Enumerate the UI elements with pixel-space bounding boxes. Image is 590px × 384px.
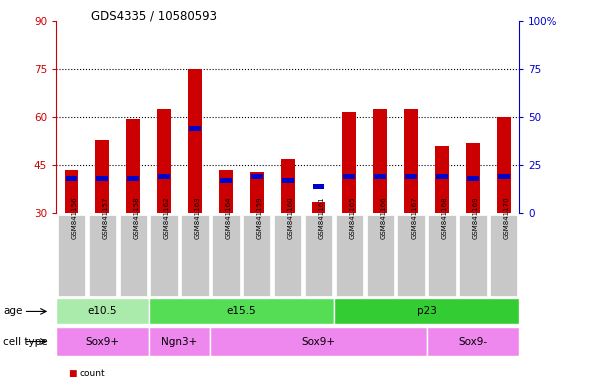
Text: GSM841159: GSM841159 bbox=[257, 197, 263, 239]
Text: GSM841165: GSM841165 bbox=[349, 197, 355, 239]
Text: GSM841167: GSM841167 bbox=[411, 197, 417, 240]
Bar bbox=[64, 170, 78, 213]
Bar bbox=[127, 176, 139, 181]
Bar bbox=[250, 172, 264, 213]
Text: Ngn3+: Ngn3+ bbox=[162, 336, 198, 347]
Bar bbox=[435, 146, 449, 213]
Bar bbox=[158, 174, 170, 179]
Bar bbox=[497, 117, 511, 213]
Bar bbox=[157, 109, 171, 213]
Bar bbox=[374, 174, 386, 179]
Text: GSM841160: GSM841160 bbox=[288, 197, 294, 240]
Bar bbox=[467, 176, 479, 181]
Text: GSM841158: GSM841158 bbox=[133, 197, 139, 239]
Text: cell type: cell type bbox=[3, 336, 48, 347]
Bar bbox=[188, 69, 202, 213]
Bar bbox=[219, 170, 233, 213]
Text: GSM841169: GSM841169 bbox=[473, 197, 479, 240]
Text: e15.5: e15.5 bbox=[227, 306, 256, 316]
Text: count: count bbox=[80, 369, 105, 378]
Text: GSM841166: GSM841166 bbox=[380, 197, 386, 240]
Bar bbox=[343, 174, 355, 179]
Text: GSM841164: GSM841164 bbox=[226, 197, 232, 239]
Text: GSM841156: GSM841156 bbox=[71, 197, 77, 239]
Bar bbox=[126, 119, 140, 213]
Text: p23: p23 bbox=[417, 306, 437, 316]
Text: GSM841162: GSM841162 bbox=[164, 197, 170, 239]
Text: GSM841170: GSM841170 bbox=[504, 197, 510, 240]
Bar bbox=[404, 109, 418, 213]
Text: GSM841163: GSM841163 bbox=[195, 197, 201, 240]
Text: GDS4335 / 10580593: GDS4335 / 10580593 bbox=[91, 10, 218, 23]
Bar bbox=[342, 112, 356, 213]
Bar bbox=[281, 178, 294, 183]
Bar bbox=[466, 143, 480, 213]
Bar bbox=[405, 174, 417, 179]
Text: Sox9+: Sox9+ bbox=[86, 336, 119, 347]
Text: ■: ■ bbox=[68, 369, 76, 378]
Bar bbox=[436, 174, 448, 179]
Text: Sox9+: Sox9+ bbox=[301, 336, 336, 347]
Bar bbox=[498, 174, 510, 179]
Bar bbox=[251, 174, 263, 179]
Text: GSM841157: GSM841157 bbox=[103, 197, 109, 239]
Bar bbox=[312, 202, 326, 213]
Bar bbox=[96, 139, 109, 213]
Bar bbox=[220, 178, 232, 183]
Text: Sox9-: Sox9- bbox=[458, 336, 487, 347]
Bar bbox=[373, 109, 387, 213]
Text: e10.5: e10.5 bbox=[87, 306, 117, 316]
Text: age: age bbox=[3, 306, 22, 316]
Text: GSM841161: GSM841161 bbox=[319, 197, 324, 240]
Text: GSM841168: GSM841168 bbox=[442, 197, 448, 240]
Bar bbox=[65, 176, 77, 181]
Bar bbox=[189, 126, 201, 131]
Bar bbox=[313, 184, 324, 189]
Bar bbox=[96, 176, 109, 181]
Bar bbox=[281, 159, 294, 213]
